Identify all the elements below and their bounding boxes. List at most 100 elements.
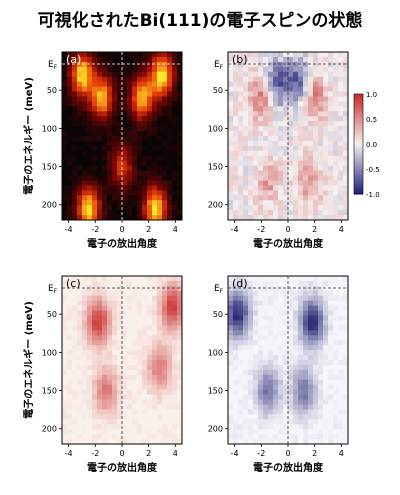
heatmap-cell (323, 155, 329, 162)
heatmap-cell (313, 71, 319, 78)
heatmap-cell (308, 91, 314, 97)
heatmap-cell (152, 106, 158, 112)
heatmap-cell (167, 86, 173, 92)
heatmap-cell (87, 52, 93, 58)
heatmap-cell (273, 325, 279, 331)
heatmap-cell (283, 155, 289, 162)
heatmap-cell (157, 71, 163, 78)
heatmap-cell (67, 116, 73, 122)
heatmap-cell (142, 56, 148, 63)
heatmap-cell (273, 140, 279, 147)
heatmap-cell (177, 180, 183, 186)
heatmap-cell (308, 61, 314, 68)
heatmap-cell (122, 111, 128, 117)
heatmap-cell (142, 180, 148, 186)
heatmap-cell (92, 295, 98, 302)
heatmap-cell (127, 364, 133, 371)
heatmap-cell (162, 404, 168, 410)
heatmap-cell (338, 96, 344, 102)
heatmap-cell (343, 175, 349, 181)
heatmap-cell (147, 111, 153, 117)
heatmap-cell (82, 335, 88, 341)
heatmap-cell (283, 170, 289, 176)
heatmap-cell (328, 131, 334, 137)
heatmap-cell (248, 195, 254, 201)
heatmap-cell (243, 71, 249, 78)
heatmap-cell (142, 150, 148, 157)
heatmap-cell (127, 315, 133, 321)
heatmap-cell (228, 126, 234, 132)
heatmap-cell (238, 290, 244, 297)
heatmap-cell (263, 424, 269, 430)
heatmap-cell (152, 419, 158, 425)
heatmap-cell (147, 150, 153, 157)
heatmap-cell (122, 429, 128, 435)
heatmap-cell (87, 96, 93, 102)
heatmap-cell (167, 210, 173, 216)
heatmap-cell (238, 409, 244, 415)
heatmap-cell (283, 190, 289, 196)
heatmap-cell (62, 315, 68, 321)
heatmap-cell (152, 170, 158, 176)
heatmap-cell (92, 389, 98, 395)
colorbar-cell (354, 104, 363, 107)
heatmap-cell (258, 379, 264, 386)
heatmap-cell (157, 355, 163, 361)
heatmap-cell (228, 384, 234, 391)
heatmap-cell (167, 185, 173, 191)
heatmap-cell (167, 71, 173, 78)
heatmap-cell (102, 155, 108, 162)
heatmap-cell (323, 325, 329, 331)
heatmap-cell (177, 126, 183, 132)
colorbar-tick-label: 0.5 (366, 116, 377, 124)
heatmap-cell (283, 394, 289, 400)
heatmap-cell (157, 126, 163, 132)
heatmap-cell (243, 61, 249, 68)
heatmap-cell (263, 91, 269, 97)
heatmap-cell (137, 399, 143, 405)
heatmap-cell (122, 419, 128, 425)
heatmap-cell (112, 360, 118, 366)
heatmap-cell (308, 121, 314, 127)
heatmap-cell (137, 310, 143, 316)
heatmap-cell (152, 379, 158, 386)
heatmap-cell (323, 424, 329, 430)
heatmap-cell (283, 106, 289, 112)
heatmap-cell (152, 66, 158, 73)
heatmap-cell (243, 295, 249, 302)
heatmap-cell (333, 364, 339, 371)
heatmap-cell (273, 76, 279, 83)
heatmap-cell (343, 61, 349, 68)
heatmap-cell (308, 409, 314, 415)
heatmap-cell (152, 210, 158, 216)
heatmap-cell (273, 414, 279, 420)
x-tick-label: 4 (173, 449, 178, 458)
heatmap-cell (87, 434, 93, 440)
heatmap-cell (67, 145, 73, 152)
heatmap-cell (157, 424, 163, 430)
heatmap-cell (112, 300, 118, 307)
heatmap-cell (102, 290, 108, 297)
colorbar-cell (354, 124, 363, 127)
heatmap-cell (172, 126, 178, 132)
heatmap-cell (263, 131, 269, 137)
heatmap-cell (67, 76, 73, 83)
heatmap-cell (67, 409, 73, 415)
heatmap-cell (273, 379, 279, 386)
heatmap-cell (77, 180, 83, 186)
heatmap-cell (127, 384, 133, 391)
heatmap-cell (97, 364, 103, 371)
heatmap-cell (167, 320, 173, 326)
heatmap-cell (87, 374, 93, 381)
heatmap-cell (273, 56, 279, 63)
heatmap-cell (338, 399, 344, 405)
heatmap-cell (92, 399, 98, 405)
heatmap-cell (127, 170, 133, 176)
heatmap-cell (92, 280, 98, 287)
heatmap-cell (308, 374, 314, 381)
heatmap-cell (338, 360, 344, 366)
heatmap-cell (82, 126, 88, 132)
heatmap-cell (318, 140, 324, 147)
heatmap-cell (243, 414, 249, 420)
heatmap-cell (172, 111, 178, 117)
